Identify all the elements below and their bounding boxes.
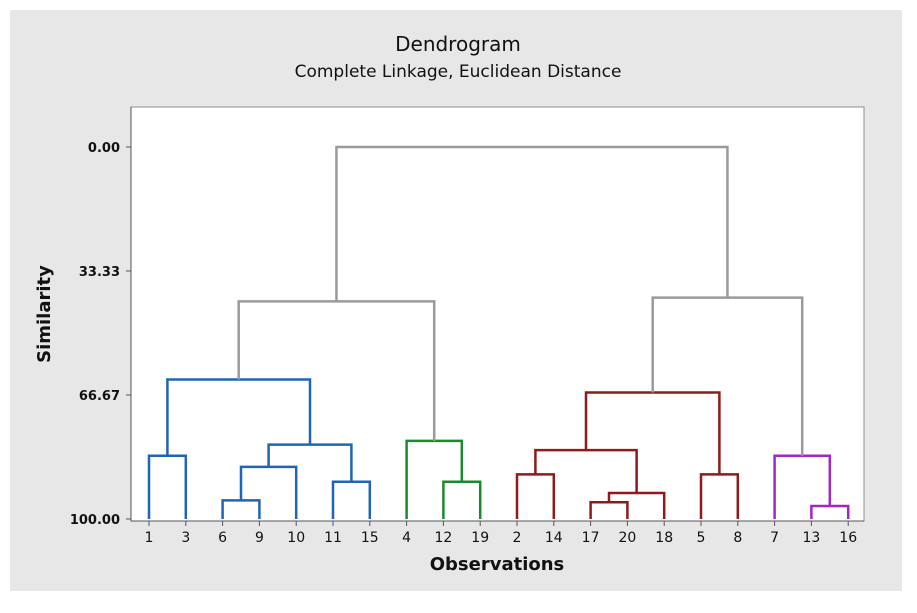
- leaf-label: 19: [471, 530, 489, 546]
- chart-title: Dendrogram: [395, 32, 521, 56]
- leaf-label: 14: [545, 530, 563, 546]
- y-tick-label: 33.33: [79, 265, 120, 280]
- leaf-label: 9: [255, 530, 264, 546]
- leaf-label: 13: [802, 530, 820, 546]
- x-axis-label: Observations: [430, 554, 565, 575]
- leaf-label: 7: [770, 530, 779, 546]
- y-tick-label: 66.67: [79, 389, 120, 404]
- leaf-label: 15: [361, 530, 379, 546]
- leaf-label: 5: [697, 530, 706, 546]
- leaf-label: 6: [218, 530, 227, 546]
- y-tick-label: 0.00: [88, 141, 120, 156]
- dendrogram-link: [335, 145, 729, 302]
- y-axis: 0.00 33.33 66.67 100.00: [70, 107, 132, 528]
- chart-subtitle: Complete Linkage, Euclidean Distance: [295, 62, 622, 82]
- plot-area: [130, 106, 865, 522]
- y-axis-label: Similarity: [34, 265, 55, 363]
- leaf-label: 11: [324, 530, 342, 546]
- leaf-label: 17: [582, 530, 600, 546]
- leaf-label: 16: [839, 530, 857, 546]
- leaf-label: 10: [287, 530, 305, 546]
- leaf-label: 4: [402, 530, 411, 546]
- leaf-label: 20: [618, 530, 636, 546]
- leaf-label: 3: [181, 530, 190, 546]
- x-axis: 1 3 6 9 10 11 15 4 12 19 2 14 17 20 18 5 8 7 13 16: [131, 520, 864, 546]
- y-tick-label: 100.00: [70, 513, 120, 528]
- leaf-label: 18: [655, 530, 673, 546]
- leaf-label: 12: [434, 530, 452, 546]
- leaf-label: 2: [513, 530, 522, 546]
- leaf-label: 1: [145, 530, 154, 546]
- dendrogram-links: [147, 145, 850, 519]
- leaf-label: 8: [733, 530, 742, 546]
